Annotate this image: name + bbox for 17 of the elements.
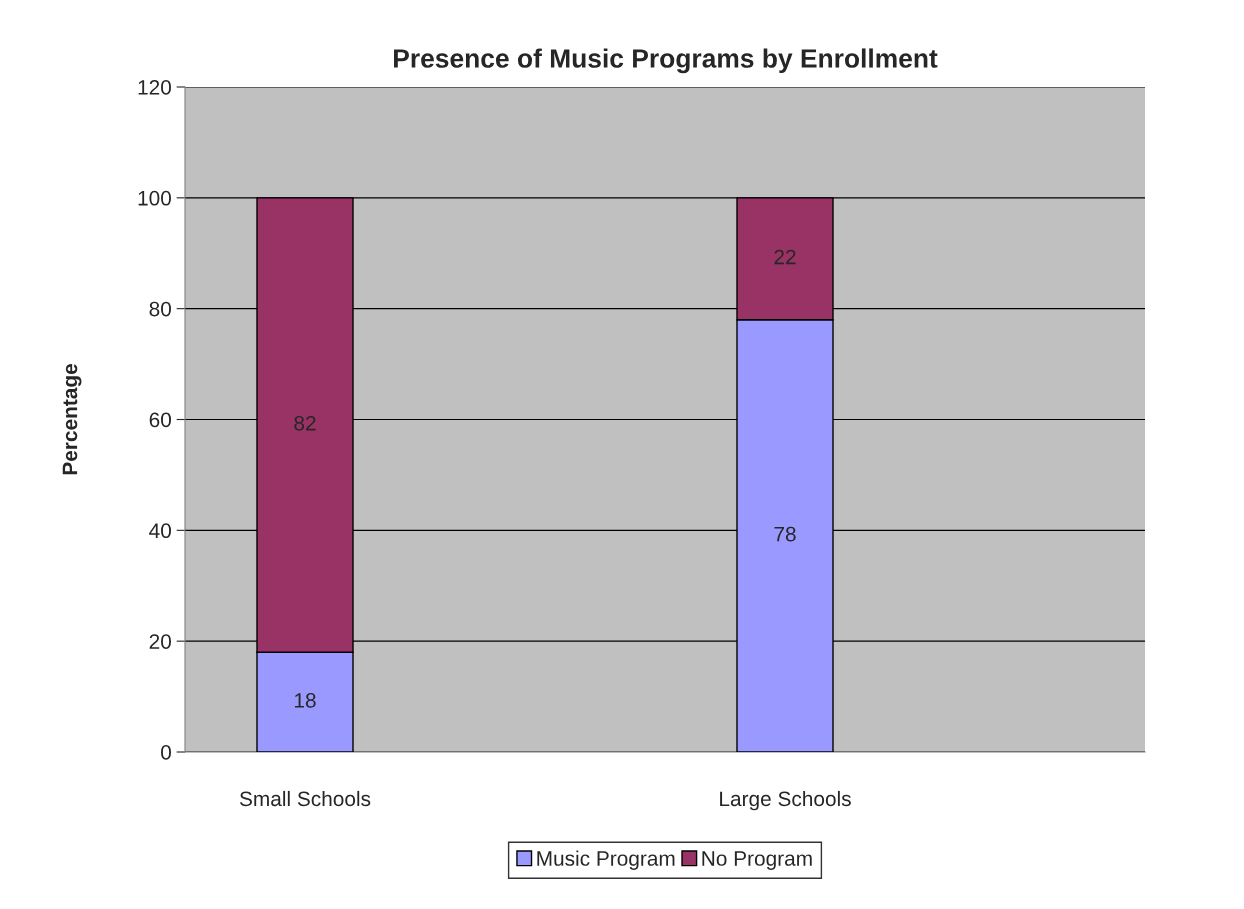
y-tick-label: 60	[149, 412, 171, 428]
x-tick-label: Small Schools	[239, 790, 371, 807]
data-label: 82	[294, 415, 316, 431]
y-tick-label: 0	[161, 745, 171, 760]
y-tick-label: 20	[149, 634, 171, 649]
y-tick-label: 40	[149, 523, 171, 539]
chart-title: Presence of Music Programs by Enrollment	[394, 48, 938, 74]
y-axis-title: Percentage	[62, 364, 82, 475]
x-tick-label: Large Schools	[720, 790, 851, 811]
y-tick-label: 80	[149, 301, 171, 317]
y-tick-label: 120	[138, 80, 171, 95]
legend-label: Music Program	[537, 850, 675, 870]
data-label: 18	[295, 692, 316, 708]
y-tick-label: 100	[138, 190, 171, 206]
data-label: 22	[774, 249, 796, 265]
data-label: 78	[774, 526, 796, 542]
legend-label: No Program	[702, 851, 812, 870]
